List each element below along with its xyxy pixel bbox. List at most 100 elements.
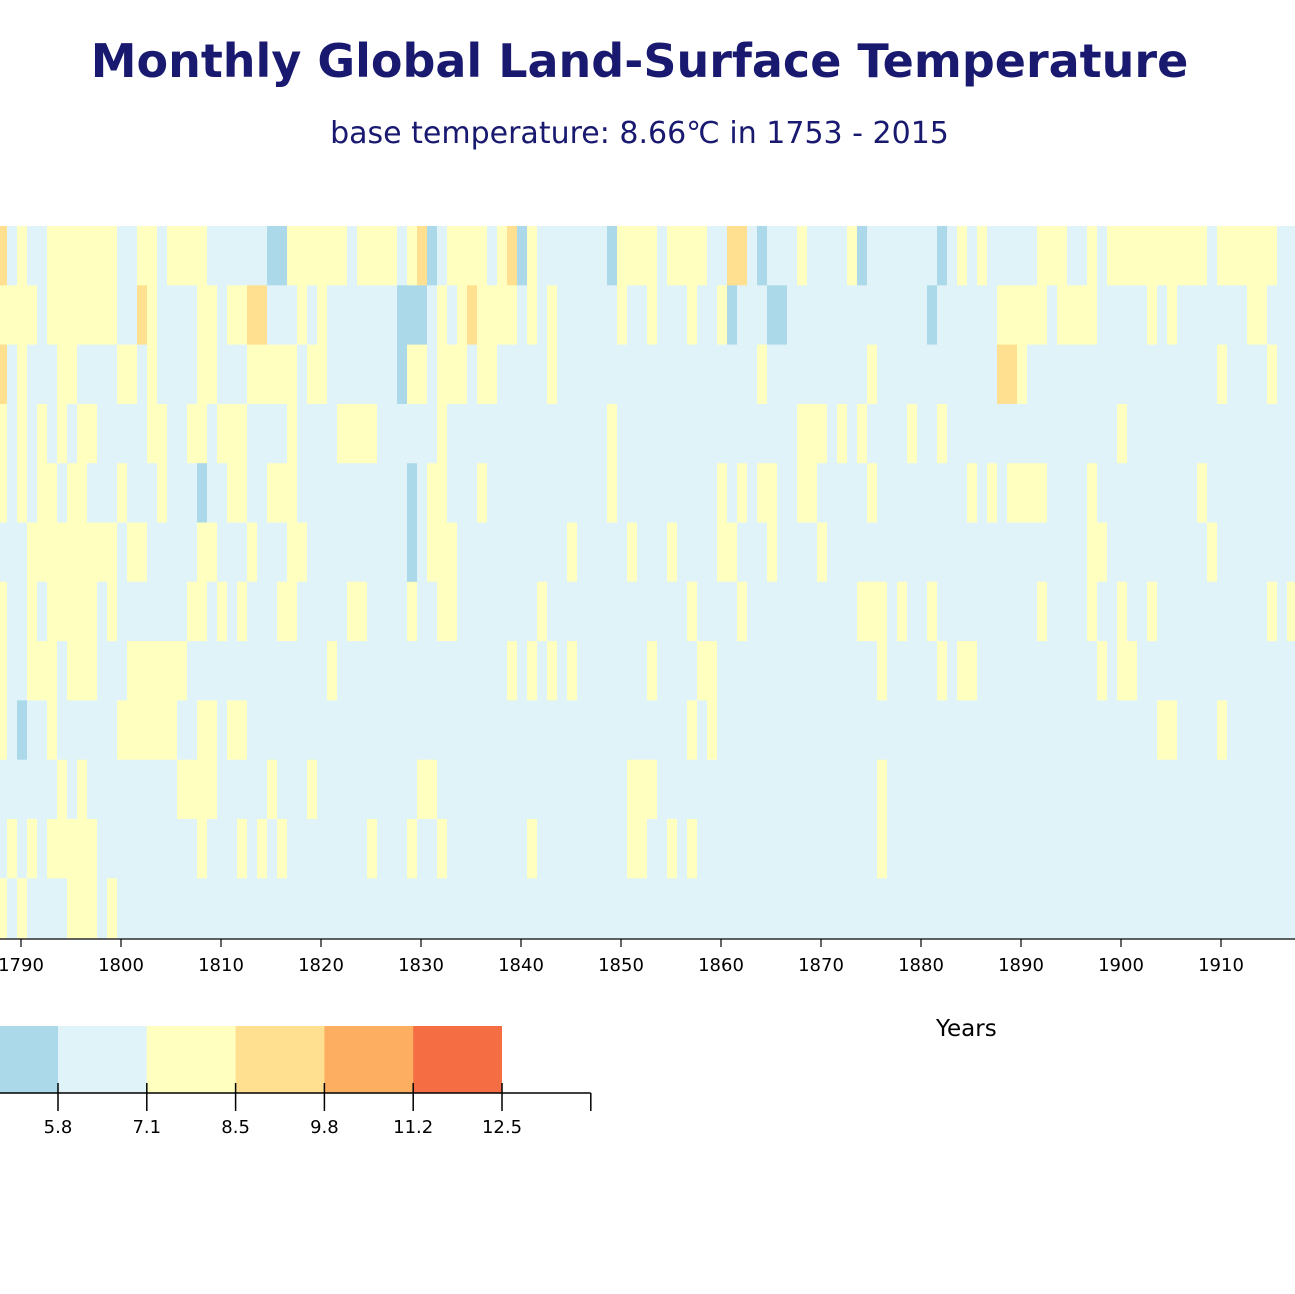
heatmap-cell [207,759,217,820]
heatmap-cell [227,581,237,642]
heatmap-cell [687,700,697,761]
heatmap-cell [557,700,567,761]
heatmap-cell [857,759,867,820]
heatmap-cell [1057,403,1067,464]
heatmap-cell [967,641,977,701]
heatmap-cell [1147,285,1157,346]
colorbar-tick-label: 8.5 [221,1117,250,1138]
heatmap-cell [187,878,197,939]
heatmap-cell [97,641,107,701]
heatmap-cell [597,463,607,524]
heatmap-cell [7,226,17,286]
heatmap-cell [847,759,857,820]
heatmap-cell [667,463,677,524]
heatmap-cell [317,226,327,286]
heatmap-cell [237,759,247,820]
heatmap-cell [1217,700,1227,761]
heatmap-cell [667,522,677,583]
heatmap-cell [727,403,737,464]
heatmap-cell [947,759,957,820]
heatmap-cell [697,285,707,346]
heatmap-cell [1037,403,1047,464]
heatmap-cell [67,641,77,701]
heatmap-cell [317,581,327,642]
heatmap-cell [1077,463,1087,524]
heatmap-cell [1017,285,1027,346]
heatmap-cell [137,344,147,405]
heatmap-cell [857,819,867,879]
heatmap-cell [597,403,607,464]
heatmap-cell [377,581,387,642]
heatmap-cell [617,344,627,405]
heatmap-cell [1087,700,1097,761]
heatmap-cell [537,344,547,405]
heatmap-cell [907,285,917,346]
heatmap-cell [17,226,27,286]
heatmap-cell [1177,522,1187,583]
heatmap-cell [1227,463,1237,524]
heatmap-cell [147,463,157,524]
heatmap-cell [877,759,887,820]
heatmap-cell [267,463,277,524]
heatmap-cell [1227,285,1237,346]
heatmap-cell [1137,878,1147,939]
heatmap-cell [1217,226,1227,286]
heatmap-cell [897,581,907,642]
heatmap-cell [637,700,647,761]
heatmap-cell [187,819,197,879]
heatmap-cell [507,226,517,286]
heatmap-cell [207,641,217,701]
heatmap-cell [987,403,997,464]
heatmap-cell [37,581,47,642]
heatmap-cell [917,878,927,939]
heatmap-cell [267,344,277,405]
heatmap-cell [1047,700,1057,761]
heatmap-cell [1037,819,1047,879]
heatmap-cell [677,581,687,642]
heatmap-cell [847,522,857,583]
heatmap-cell [137,819,147,879]
heatmap-cell [187,463,197,524]
heatmap-cell [377,759,387,820]
heatmap-cell [77,581,87,642]
heatmap-cell [137,522,147,583]
colorbar-tick-label: 9.8 [310,1117,339,1138]
heatmap-cell [527,285,537,346]
heatmap-cell [967,285,977,346]
heatmap-cell [417,819,427,879]
heatmap-cell [217,226,227,286]
heatmap-cell [0,522,7,583]
heatmap-cell [607,285,617,346]
heatmap-cell [1207,878,1217,939]
heatmap-cell [797,759,807,820]
heatmap-cell [1137,819,1147,879]
heatmap-cell [957,522,967,583]
heatmap-cell [267,581,277,642]
heatmap-cell [377,226,387,286]
heatmap-cell [47,581,57,642]
heatmap-cell [787,285,797,346]
heatmap-cell [507,700,517,761]
heatmap-cell [97,285,107,346]
heatmap-cell [617,226,627,286]
heatmap-cell [927,700,937,761]
heatmap-cell [507,522,517,583]
heatmap-cell [27,285,37,346]
heatmap-cell [637,641,647,701]
heatmap-cell [377,641,387,701]
heatmap-cell [717,759,727,820]
heatmap-cell [1237,522,1247,583]
colorbar-tick-label: 12.5 [482,1117,522,1138]
heatmap-cell [1237,403,1247,464]
heatmap-cell [1187,463,1197,524]
heatmap-cell [357,700,367,761]
heatmap-cell [117,463,127,524]
heatmap-cell [927,878,937,939]
heatmap-cell [937,581,947,642]
heatmap-cell [117,878,127,939]
heatmap-cell [507,344,517,405]
heatmap-cell [417,226,427,286]
heatmap-cell [1247,581,1257,642]
heatmap-cell [867,641,877,701]
heatmap-cell [1107,285,1117,346]
